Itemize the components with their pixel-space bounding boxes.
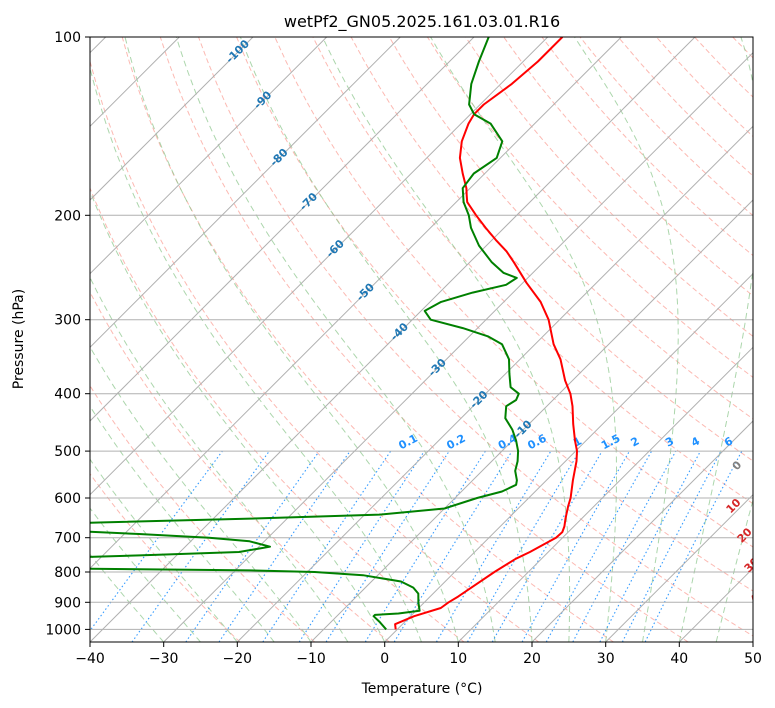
y-tick-label: 100: [54, 30, 81, 46]
isotherm: [457, 346, 753, 642]
mixing-ratio-line: [298, 450, 425, 642]
dry-adiabat: [90, 59, 540, 642]
x-tick-label: 30: [597, 651, 615, 667]
isotherm: [163, 51, 753, 642]
isotherm: [605, 493, 753, 642]
x-tick-label: 50: [744, 651, 762, 667]
y-tick-label: 200: [54, 208, 81, 224]
mixing-ratio-line: [644, 450, 743, 642]
isotherm: [90, 37, 549, 496]
dry-adiabat: [503, 37, 753, 297]
moist-adiabat: [90, 276, 349, 642]
moist-adiabat: [90, 553, 165, 642]
dry-adiabat: [274, 37, 753, 548]
isotherm: [90, 37, 254, 201]
dry-adiabat: [159, 37, 689, 642]
y-tick-label: 900: [54, 595, 81, 611]
mixing-ratio-line: [325, 450, 450, 642]
moist-adiabat: [90, 458, 238, 642]
dry-adiabat: [198, 37, 753, 637]
isotherm: [90, 37, 475, 422]
y-tick-label: 800: [54, 565, 81, 581]
x-tick-label: −30: [149, 651, 179, 667]
dry-adiabat: [90, 186, 465, 642]
y-tick-label: 400: [54, 387, 81, 403]
y-tick-label: 1000: [45, 622, 81, 638]
x-tick-label: 10: [449, 651, 467, 667]
dry-adiabat: [426, 37, 753, 378]
isotherm: [310, 199, 753, 642]
plot-frame: [89, 36, 754, 643]
moist-adiabat: [574, 37, 679, 642]
dewpoint-line: [90, 37, 520, 631]
chart-title: wetPf2_GN05.2025.161.03.01.R16: [284, 12, 560, 32]
moist-adiabat: [430, 37, 617, 642]
y-tick-label: 600: [54, 491, 81, 507]
x-tick-label: −10: [296, 651, 326, 667]
mixing-ratio-line: [218, 450, 351, 642]
grid-lines: [90, 37, 753, 642]
isotherm: [90, 37, 622, 570]
dry-adiabat: [90, 291, 390, 642]
series-lines: [90, 37, 578, 631]
isotherm: [90, 37, 401, 349]
mixing-ratio-line: [545, 450, 653, 642]
mixing-ratio-line: [572, 450, 677, 642]
y-axis: 1000 900 800 700 600 500 400 300 200 100: [45, 30, 90, 638]
isotherm: [531, 420, 753, 642]
moist-adiabat: [239, 37, 533, 642]
moist-adiabat: [90, 65, 422, 642]
dry-adiabat: [236, 37, 753, 592]
x-tick-label: 40: [670, 651, 688, 667]
moist-adiabat: [90, 405, 275, 642]
isotherm: [236, 125, 753, 642]
mixing-ratio-line: [90, 450, 223, 632]
temperature-line: [394, 37, 578, 630]
mixing-ratio-line: [393, 450, 513, 642]
dry-adiabat: [350, 37, 753, 462]
dry-adiabat: [90, 472, 241, 642]
x-tick-label: −40: [75, 651, 105, 667]
isotherm: [90, 37, 696, 642]
isotherm: [90, 37, 328, 275]
background-lines: [90, 37, 753, 642]
dry-adiabat: [121, 37, 614, 642]
moist-adiabat: [124, 37, 459, 642]
x-axis-label: Temperature (°C): [361, 681, 483, 697]
x-tick-label: 0: [380, 651, 389, 667]
moist-adiabat: [175, 37, 496, 642]
x-axis: −40 −30 −20 −10 0 10 20 30 40 50: [75, 642, 762, 667]
y-axis-label: Pressure (hPa): [11, 289, 27, 389]
y-tick-label: 500: [54, 444, 81, 460]
x-tick-label: 20: [523, 651, 541, 667]
y-tick-label: 300: [54, 313, 81, 329]
mixing-ratio-line: [521, 450, 630, 642]
moist-adiabat: [715, 498, 753, 642]
isotherm: [384, 272, 753, 642]
mixing-ratio-line: [185, 450, 320, 642]
moist-adiabat: [678, 37, 753, 642]
mixing-ratio-line: [262, 450, 392, 642]
moist-adiabat: [90, 189, 386, 642]
dry-adiabat: [90, 384, 316, 642]
moist-adiabat: [90, 507, 201, 642]
moist-adiabat: [322, 37, 571, 642]
x-tick-label: −20: [223, 651, 253, 667]
moist-adiabat-label: 40: [748, 586, 768, 606]
moist-adiabat-label: 30: [742, 555, 762, 575]
y-tick-label: 700: [54, 531, 81, 547]
mixing-ratio-line: [131, 450, 270, 642]
